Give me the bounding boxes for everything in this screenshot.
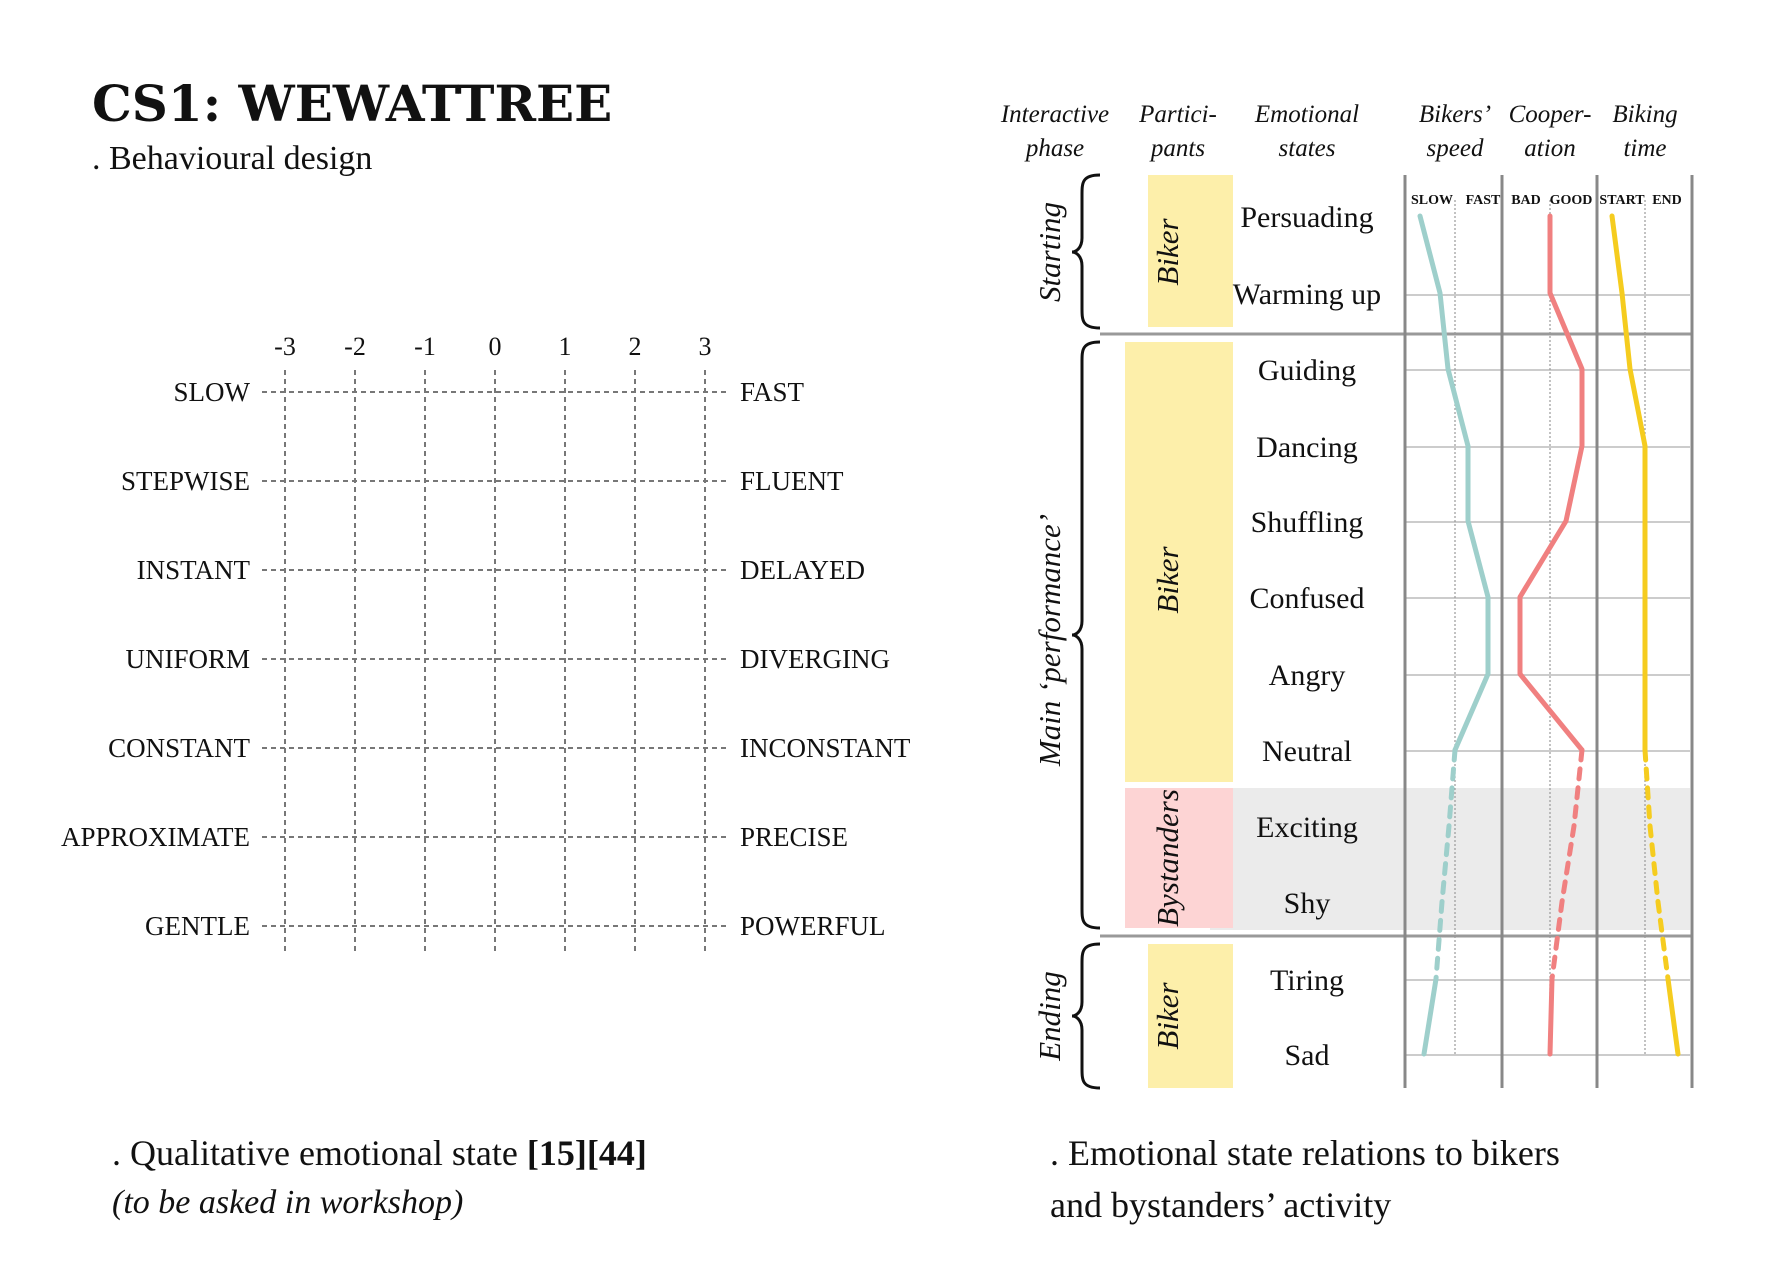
- emotional-state-diagram: Biker Biker Bystanders Biker Starting Main ‘p…: [1000, 101, 1694, 1090]
- state-curve: [1421, 976, 1439, 1057]
- participant-block-biker: [1125, 342, 1233, 782]
- participant-block-bystanders: [1125, 788, 1233, 928]
- participant-label: Biker: [1150, 546, 1185, 614]
- right-caption-line2: and bystanders’ activity: [1050, 1185, 1392, 1225]
- state-curve: [1433, 747, 1458, 982]
- scale-left-label: INSTANT: [137, 555, 251, 585]
- scale-right-label: DIVERGING: [740, 644, 890, 674]
- state-label: Persuading: [1240, 201, 1373, 234]
- state-curve: [1547, 976, 1555, 1057]
- left-caption-note: (to be asked in workshop): [112, 1184, 464, 1221]
- right-caption-line1: . Emotional state relations to bikers: [1050, 1133, 1560, 1173]
- left-caption-text: . Qualitative emotional state: [112, 1133, 527, 1173]
- state-curve: [1517, 213, 1585, 753]
- scale-left-label: CONSTANT: [108, 733, 250, 763]
- column-subheader: END: [1652, 193, 1682, 208]
- phase-brace: [1071, 173, 1101, 330]
- scale-tick-label: 0: [489, 332, 502, 361]
- state-label: Angry: [1269, 659, 1346, 692]
- scale-left-label: GENTLE: [145, 911, 250, 941]
- scale-tick-label: -3: [274, 332, 296, 361]
- participant-label: Biker: [1150, 218, 1185, 286]
- column-subheader: START: [1599, 193, 1645, 208]
- scale-left-label: UNIFORM: [125, 644, 250, 674]
- column-header: Partici-: [1138, 101, 1217, 128]
- column-subheader: BAD: [1511, 193, 1541, 208]
- scale-right-label: FLUENT: [740, 466, 844, 496]
- state-curve: [1609, 213, 1648, 753]
- scale-left-label: STEPWISE: [121, 466, 250, 496]
- scale-right-label: POWERFUL: [740, 911, 886, 941]
- phase-label: Main ‘performance’: [1032, 514, 1067, 767]
- state-curve: [1642, 747, 1671, 982]
- state-label: Tiring: [1270, 964, 1344, 997]
- state-label: Confused: [1250, 582, 1365, 615]
- column-header: Cooper-: [1509, 101, 1592, 128]
- scale-right-label: DELAYED: [740, 555, 865, 585]
- scale-right-label: PRECISE: [740, 822, 848, 852]
- phase-brace: [1071, 340, 1101, 930]
- semantic-differential-scale: -3 -2 -1 0 1 2 3 SLOW FAST STEPWISE FLUENT INSTANT D…: [61, 332, 911, 954]
- phase-label: Ending: [1032, 971, 1067, 1062]
- scale-tick-label: -1: [414, 332, 436, 361]
- scale-tick-label: -2: [344, 332, 366, 361]
- column-subheader: GOOD: [1550, 193, 1593, 208]
- column-header: phase: [1024, 135, 1084, 162]
- state-curve: [1549, 747, 1585, 982]
- page-title: CS1: WEWATTREE: [92, 74, 613, 133]
- scale-right-label: INCONSTANT: [740, 733, 911, 763]
- participant-label: Biker: [1150, 982, 1185, 1050]
- scale-tick-label: 2: [629, 332, 642, 361]
- state-label: Neutral: [1262, 735, 1352, 768]
- state-label: Sad: [1285, 1039, 1330, 1072]
- column-header: pants: [1149, 135, 1205, 162]
- state-label: Guiding: [1258, 354, 1356, 387]
- scale-left-label: APPROXIMATE: [61, 822, 250, 852]
- phase-brace: [1071, 942, 1101, 1090]
- column-subheader: FAST: [1466, 193, 1501, 208]
- left-caption-refs: [15][44]: [526, 1133, 647, 1173]
- state-curve: [1665, 976, 1681, 1057]
- state-label: Dancing: [1256, 431, 1358, 464]
- column-subheader: SLOW: [1411, 193, 1453, 208]
- state-label: Shy: [1284, 887, 1331, 920]
- column-header: ation: [1524, 135, 1575, 162]
- participant-block-biker: [1148, 175, 1233, 327]
- scale-left-label: SLOW: [174, 377, 251, 407]
- participant-label: Bystanders: [1150, 789, 1185, 927]
- column-header: Biking: [1612, 101, 1677, 128]
- state-label: Warming up: [1233, 278, 1381, 311]
- participant-block-biker: [1148, 944, 1233, 1088]
- column-header: states: [1279, 135, 1336, 162]
- scale-tick-label: 1: [559, 332, 572, 361]
- column-header: Emotional: [1254, 101, 1359, 128]
- column-header: speed: [1427, 135, 1484, 162]
- left-caption: . Qualitative emotional state [15][44]: [112, 1132, 647, 1174]
- scale-tick-label: 3: [699, 332, 712, 361]
- column-header: Bikers’: [1419, 101, 1491, 128]
- state-label: Exciting: [1256, 811, 1358, 844]
- state-label: Shuffling: [1251, 506, 1364, 539]
- column-header: time: [1623, 135, 1666, 162]
- scale-right-label: FAST: [740, 377, 805, 407]
- phase-label: Starting: [1032, 202, 1067, 302]
- column-header: Interactive: [1000, 101, 1109, 128]
- page-subtitle: . Behavioural design: [92, 140, 373, 177]
- state-curve: [1417, 213, 1491, 753]
